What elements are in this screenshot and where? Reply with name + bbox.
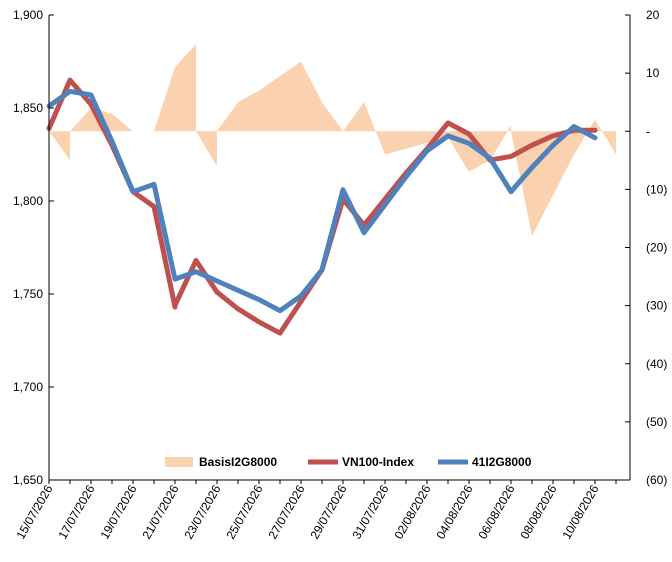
- axes-layer: 1,650 1,700 1,750 1,800 1,850 1,900 20 10 - (10) (…: [13, 8, 667, 542]
- left-tick-label: 1,700: [13, 380, 43, 394]
- x-tick-label: 17/07/2026: [55, 482, 97, 541]
- x-tick-label: 04/08/2026: [433, 482, 475, 541]
- x-tick-label: 27/07/2026: [265, 482, 307, 541]
- right-tick-label: (60): [646, 473, 667, 487]
- left-tick-label: 1,650: [13, 473, 43, 487]
- line-layer: [46, 77, 598, 336]
- left-tick-label: 1,750: [13, 287, 43, 301]
- series-41i2g8000-line: [46, 88, 598, 314]
- left-tick-label: 1,900: [13, 8, 43, 22]
- right-tick-label: -: [646, 124, 650, 138]
- right-tick-label: 10: [646, 66, 660, 80]
- x-tick-label: 23/07/2026: [181, 482, 223, 541]
- right-tick-label: (20): [646, 241, 667, 255]
- left-tick-label: 1,800: [13, 194, 43, 208]
- legend-label-vn100-index: VN100-Index: [342, 455, 414, 469]
- x-tick-label: 19/07/2026: [97, 482, 139, 541]
- legend: BasisI2G8000 VN100-Index 41I2G8000: [165, 455, 532, 469]
- x-tick-label: 25/07/2026: [223, 482, 265, 541]
- right-tick-label: (40): [646, 357, 667, 371]
- area-layer: [49, 44, 616, 236]
- right-tick-label: (30): [646, 299, 667, 313]
- legend-swatch-basisi2g8000: [165, 457, 193, 467]
- x-tick-label: 29/07/2026: [307, 482, 349, 541]
- right-tick-label: (10): [646, 182, 667, 196]
- x-tick-label: 06/08/2026: [475, 482, 517, 541]
- x-tick-label: 15/07/2026: [13, 482, 55, 541]
- right-tick-label: (50): [646, 415, 667, 429]
- series-basisi2g8000-area: [49, 44, 616, 236]
- x-tick-label: 21/07/2026: [139, 482, 181, 541]
- x-tick-label: 08/08/2026: [517, 482, 559, 541]
- legend-label-41i2g8000: 41I2G8000: [472, 455, 532, 469]
- legend-label-basisi2g8000: BasisI2G8000: [199, 455, 277, 469]
- x-tick-label: 31/07/2026: [349, 482, 391, 541]
- left-tick-label: 1,850: [13, 101, 43, 115]
- right-tick-label: 20: [646, 8, 660, 22]
- x-tick-label: 02/08/2026: [391, 482, 433, 541]
- x-tick-label: 10/08/2026: [559, 482, 601, 541]
